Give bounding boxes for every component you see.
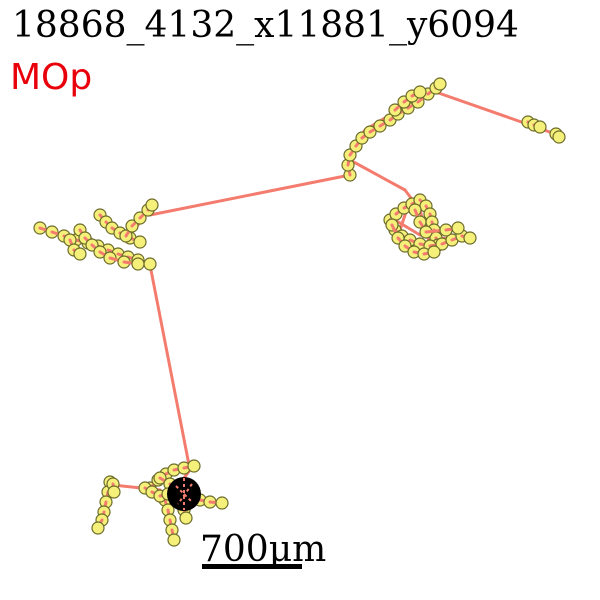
neurite-node — [145, 198, 159, 212]
soma-marker — [167, 477, 201, 511]
neuron-edges — [38, 83, 560, 542]
neurite-segment — [148, 263, 192, 472]
neurite-node — [167, 533, 181, 547]
neurite-segment — [348, 158, 407, 192]
neurite-node — [552, 130, 566, 144]
neurite-node — [73, 247, 87, 261]
neurite-node — [143, 257, 157, 271]
neurite-node — [433, 77, 447, 91]
neurite-node — [133, 235, 147, 249]
neurite-node — [215, 496, 229, 510]
brain-region-label: MOp — [10, 57, 93, 98]
neurite-node — [107, 485, 121, 499]
soma-dendrite-root — [175, 485, 193, 503]
neurite-node — [179, 511, 193, 525]
neurite-node — [131, 257, 145, 271]
neurite-node — [413, 85, 427, 99]
neurite-node — [187, 459, 201, 473]
neurite-node — [463, 231, 477, 245]
scale-bar — [202, 564, 302, 569]
soma-dendrite-root — [177, 483, 193, 505]
neurite-node — [533, 120, 547, 134]
neuron-nodes — [33, 77, 566, 547]
image-title: 18868_4132_x11881_y6094 — [12, 5, 519, 46]
scale-bar-label: 700μm — [200, 529, 327, 570]
neurite-segment — [148, 173, 352, 217]
neurite-node — [427, 245, 441, 259]
neurite-node — [91, 521, 105, 535]
neurite-node — [451, 221, 465, 235]
